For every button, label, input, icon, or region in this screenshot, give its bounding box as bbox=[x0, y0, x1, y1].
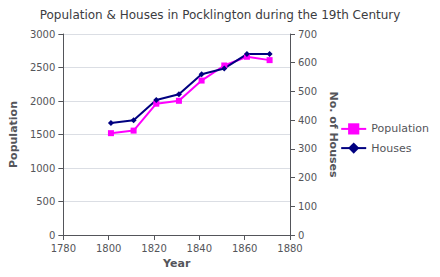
svg-text:1840: 1840 bbox=[187, 243, 212, 254]
svg-text:1780: 1780 bbox=[51, 243, 76, 254]
svg-text:Population: Population bbox=[371, 122, 429, 135]
svg-text:1880: 1880 bbox=[277, 243, 302, 254]
svg-text:1500: 1500 bbox=[30, 129, 55, 140]
svg-text:3000: 3000 bbox=[30, 29, 55, 40]
svg-text:200: 200 bbox=[298, 172, 317, 183]
svg-text:0: 0 bbox=[298, 230, 304, 241]
svg-text:1860: 1860 bbox=[232, 243, 257, 254]
svg-text:500: 500 bbox=[36, 196, 55, 207]
svg-text:Population & Houses in Pocklin: Population & Houses in Pocklington durin… bbox=[40, 8, 401, 22]
svg-text:2500: 2500 bbox=[30, 62, 55, 73]
svg-text:400: 400 bbox=[298, 115, 317, 126]
svg-text:Year: Year bbox=[162, 257, 191, 270]
svg-text:500: 500 bbox=[298, 86, 317, 97]
svg-text:No. of Houses: No. of Houses bbox=[327, 91, 340, 178]
svg-text:600: 600 bbox=[298, 57, 317, 68]
svg-text:1800: 1800 bbox=[96, 243, 121, 254]
svg-text:Population: Population bbox=[7, 101, 20, 168]
svg-text:1000: 1000 bbox=[30, 163, 55, 174]
svg-text:2000: 2000 bbox=[30, 96, 55, 107]
svg-text:100: 100 bbox=[298, 201, 317, 212]
svg-text:Houses: Houses bbox=[371, 142, 411, 155]
svg-text:1820: 1820 bbox=[141, 243, 166, 254]
svg-text:300: 300 bbox=[298, 143, 317, 154]
svg-text:700: 700 bbox=[298, 29, 317, 40]
svg-text:0: 0 bbox=[49, 230, 55, 241]
